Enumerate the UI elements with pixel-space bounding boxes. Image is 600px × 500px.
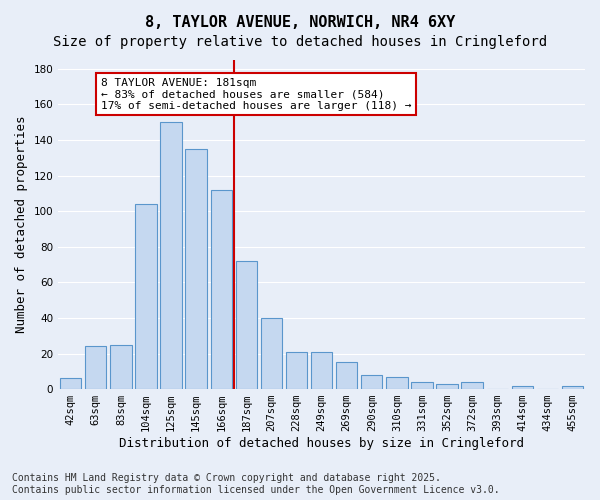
Text: 8, TAYLOR AVENUE, NORWICH, NR4 6XY: 8, TAYLOR AVENUE, NORWICH, NR4 6XY <box>145 15 455 30</box>
Bar <box>562 386 583 389</box>
Bar <box>286 352 307 389</box>
Bar <box>136 204 157 389</box>
Bar <box>512 386 533 389</box>
Bar <box>185 149 207 389</box>
Text: 8 TAYLOR AVENUE: 181sqm
← 83% of detached houses are smaller (584)
17% of semi-d: 8 TAYLOR AVENUE: 181sqm ← 83% of detache… <box>101 78 412 111</box>
Bar <box>85 346 106 389</box>
Bar <box>110 344 131 389</box>
Bar <box>236 261 257 389</box>
Text: Contains HM Land Registry data © Crown copyright and database right 2025.
Contai: Contains HM Land Registry data © Crown c… <box>12 474 500 495</box>
Bar <box>60 378 82 389</box>
Bar <box>411 382 433 389</box>
Bar <box>436 384 458 389</box>
Bar <box>160 122 182 389</box>
Bar <box>211 190 232 389</box>
Bar <box>336 362 358 389</box>
Text: Size of property relative to detached houses in Cringleford: Size of property relative to detached ho… <box>53 35 547 49</box>
Bar <box>386 376 407 389</box>
Bar <box>261 318 282 389</box>
Bar <box>361 375 382 389</box>
Bar <box>311 352 332 389</box>
Y-axis label: Number of detached properties: Number of detached properties <box>15 116 28 334</box>
Bar <box>461 382 483 389</box>
X-axis label: Distribution of detached houses by size in Cringleford: Distribution of detached houses by size … <box>119 437 524 450</box>
